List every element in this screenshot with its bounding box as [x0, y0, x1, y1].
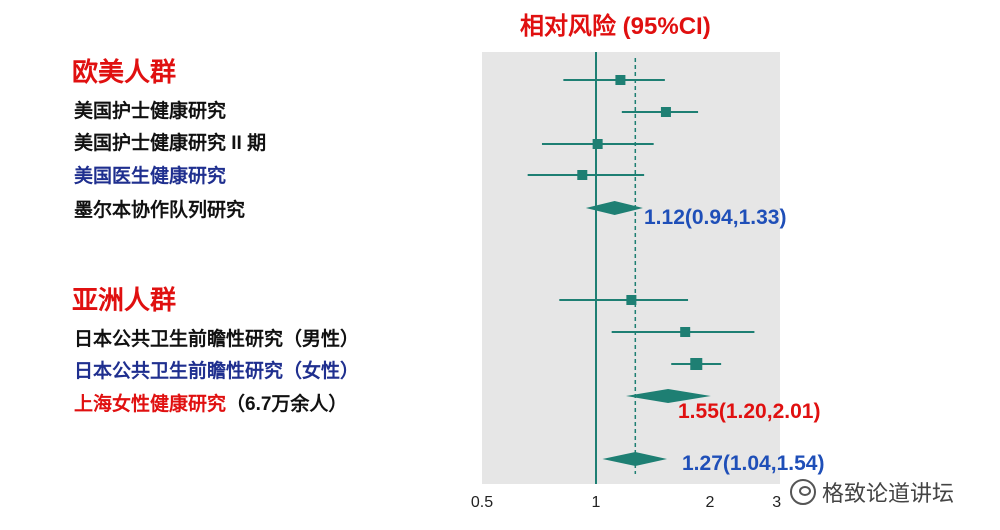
- study-label-main: 上海女性健康研究: [74, 394, 227, 415]
- summary-diamond: [602, 452, 668, 466]
- study-label: 美国护士健康研究 II 期: [74, 133, 267, 154]
- summary-label-overall: 1.27(1.04,1.54): [682, 452, 825, 475]
- x-tick-label: 0.5: [471, 494, 493, 511]
- x-tick-label: 3: [772, 494, 781, 511]
- point-marker: [680, 327, 691, 337]
- plot-panel: [482, 52, 780, 484]
- study-label-note: （6.7万余人）: [226, 394, 348, 415]
- summary-label-asian: 1.55(1.20,2.01): [678, 400, 821, 423]
- summary-diamond: [625, 389, 711, 403]
- study-label: 美国医生健康研究: [74, 166, 227, 187]
- point-marker: [577, 170, 588, 180]
- chat-bubble-icon: [790, 479, 816, 505]
- x-tick-label: 1: [592, 494, 601, 511]
- watermark-text: 格致论道讲坛: [822, 481, 955, 506]
- study-label: 墨尔本协作队列研究: [74, 200, 246, 221]
- group-title-western: 欧美人群: [72, 57, 177, 87]
- group-title-asian: 亚洲人群: [72, 285, 177, 315]
- point-marker: [690, 358, 703, 370]
- study-label: 美国护士健康研究: [74, 101, 227, 122]
- summary-label-western: 1.12(0.94,1.33): [644, 206, 787, 229]
- study-label-shanghai: 上海女性健康研究（6.7万余人）: [74, 389, 347, 416]
- point-marker: [615, 75, 626, 85]
- point-marker: [660, 107, 671, 117]
- chart-title: 相对风险 (95%CI): [520, 13, 711, 40]
- x-tick-label: 2: [706, 494, 715, 511]
- study-label: 日本公共卫生前瞻性研究（女性）: [74, 361, 360, 382]
- point-marker: [626, 295, 637, 305]
- study-label: 日本公共卫生前瞻性研究（男性）: [74, 329, 360, 350]
- summary-diamond: [585, 201, 643, 215]
- watermark: 格致论道讲坛: [790, 476, 954, 508]
- point-marker: [592, 139, 603, 149]
